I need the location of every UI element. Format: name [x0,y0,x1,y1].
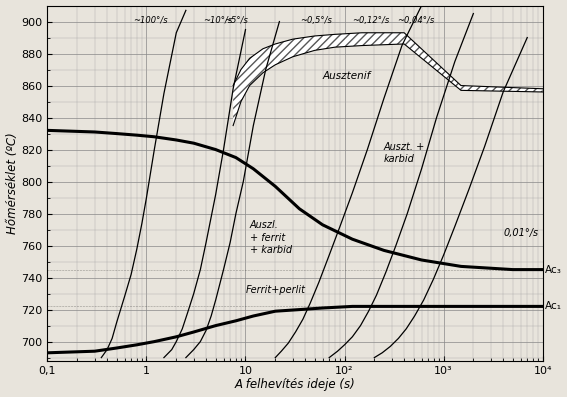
Text: ~100°/s: ~100°/s [133,16,168,25]
Text: Ferrit+perlit: Ferrit+perlit [246,285,306,295]
Text: Ac₁: Ac₁ [545,301,562,311]
Text: Ausztenif: Ausztenif [323,71,371,81]
Text: ~0,5°/s: ~0,5°/s [301,16,332,25]
Text: Ac₃: Ac₃ [545,264,561,275]
Text: ~0,04°/s: ~0,04°/s [397,16,434,25]
X-axis label: A felhevítés ideje (s): A felhevítés ideje (s) [235,378,356,391]
Text: Auszt. +
karbid: Auszt. + karbid [384,142,425,164]
Text: Auszl.
+ ferrit
+ karbid: Auszl. + ferrit + karbid [249,220,292,255]
Y-axis label: Hőmérséklet (ºC): Hőmérséklet (ºC) [6,132,19,234]
Text: 0,01°/s: 0,01°/s [503,228,538,238]
Text: ~10°/s: ~10°/s [203,16,232,25]
Text: ~0,12°/s: ~0,12°/s [352,16,390,25]
Text: ~5°/s: ~5°/s [224,16,248,25]
